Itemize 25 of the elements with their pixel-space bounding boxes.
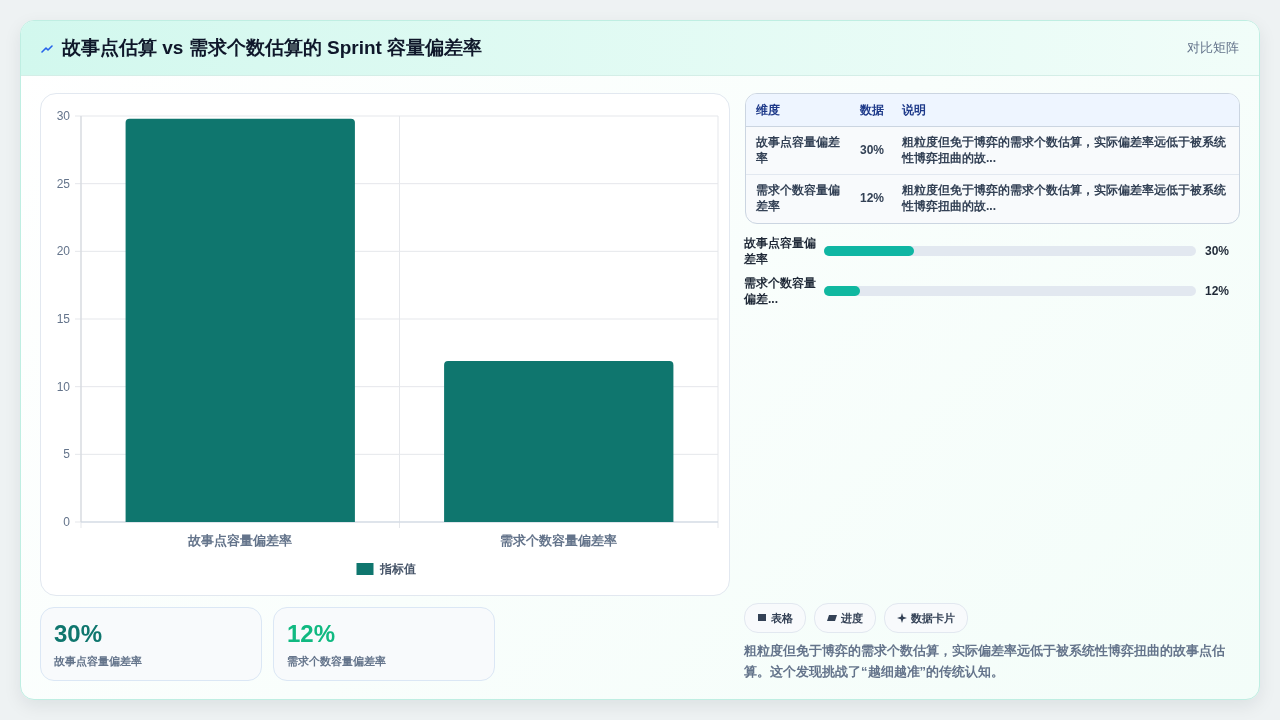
text: 粗粒度但免于博弈的需求个数估算，实际偏差率远低于被系统性博弈扭曲的故... bbox=[900, 182, 1227, 216]
text: 30% bbox=[859, 142, 886, 159]
text: 12% bbox=[859, 190, 886, 208]
y-tick-label: 5 bbox=[63, 447, 71, 462]
legend-label: 指标值 bbox=[378, 562, 416, 576]
y-tick-label: 10 bbox=[56, 379, 71, 394]
y-tick-label: 25 bbox=[56, 176, 71, 191]
text: 故事点估算 vs 需求个数估算的 Sprint 容量偏差率 bbox=[62, 36, 483, 60]
text: 需求个数容量偏差率 bbox=[755, 182, 841, 216]
text: 12% bbox=[287, 620, 336, 647]
y-tick-label: 0 bbox=[63, 515, 71, 529]
text: 粗粒度但免于博弈的需求个数估算，实际偏差率远低于被系统性博弈扭曲的故事点估算。这个发现挑战了“越细越准”的传统认知。 bbox=[744, 642, 1226, 681]
y-tick-label: 15 bbox=[56, 312, 71, 326]
text: 30% bbox=[54, 620, 103, 647]
data-label: 30% bbox=[1205, 243, 1230, 259]
y-tick-label: 需求个数容量偏差... bbox=[744, 275, 817, 307]
text: 进度 bbox=[841, 611, 863, 625]
text: 数据卡片 bbox=[911, 611, 955, 625]
text: 粗粒度但免于博弈的需求个数估算，实际偏差率远低于被系统性博弈扭曲的故... bbox=[900, 134, 1227, 167]
text: 对比矩阵 bbox=[1187, 40, 1239, 56]
text: 表格 bbox=[771, 611, 793, 625]
data-label: 12% bbox=[1205, 283, 1230, 299]
category-label: 需求个数容量偏差率 bbox=[287, 654, 386, 668]
y-tick-label: 20 bbox=[56, 244, 71, 259]
y-tick-label: 30 bbox=[56, 109, 71, 123]
